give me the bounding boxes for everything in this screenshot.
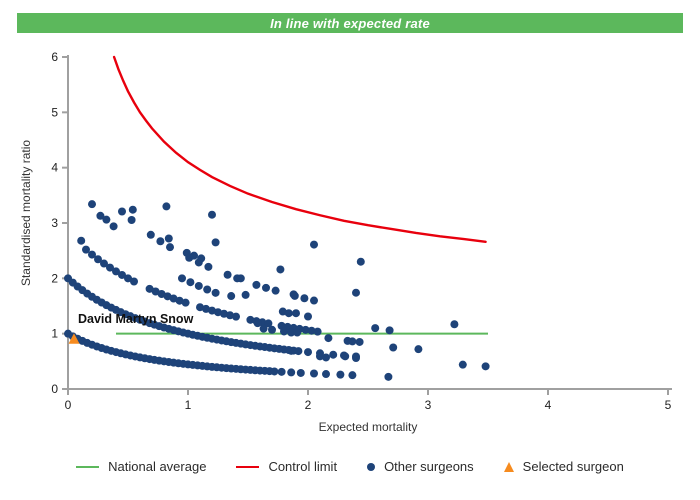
status-banner: In line with expected rate [17,13,683,33]
other-surgeons-points [64,200,490,381]
chart-legend: National average Control limit Other sur… [0,459,700,474]
y-axis-title: Standardised mortality ratio [19,140,33,286]
selected-surgeon-marker[interactable] [68,333,80,344]
x-axis-title: Expected mortality [319,420,418,434]
legend-label: Control limit [268,459,338,474]
x-tick-label: 0 [65,398,72,412]
y-tick-label: 1 [51,327,58,341]
y-tick-label: 3 [51,216,58,230]
x-tick-label: 1 [185,398,192,412]
y-tick-label: 6 [51,50,58,64]
legend-label: Selected surgeon [522,459,624,474]
x-tick-label: 3 [425,398,432,412]
control-limit-curve [112,55,487,244]
selected-surgeon-triangle-icon [503,461,514,472]
axes: 0 1 2 3 4 5 6 0 1 2 3 4 5 Expected mortality Standardi… [19,50,672,434]
x-tick-label: 4 [545,398,552,412]
legend-item-selected-surgeon[interactable]: Selected surgeon [503,459,624,474]
y-tick-label: 5 [51,105,58,119]
legend-item-control-limit[interactable]: Control limit [236,459,337,474]
legend-label: National average [108,459,207,474]
x-tick-label: 2 [305,398,312,412]
y-tick-label: 2 [51,271,58,285]
selected-surgeon-label: David Martyn Snow [78,312,194,326]
status-banner-title: In line with expected rate [270,15,430,31]
control-limit-line-icon [236,465,260,468]
mortality-funnel-chart: 0 1 2 3 4 5 6 0 1 2 3 4 5 Expected mortality Standardi… [19,50,672,434]
legend-label: Other surgeons [384,459,474,474]
x-tick-label: 5 [665,398,672,412]
surgeon-dot-icon [367,462,376,471]
legend-item-national-average[interactable]: National average [76,459,206,474]
y-tick-label: 4 [51,161,58,175]
national-average-line-icon [76,465,100,468]
legend-item-other-surgeons[interactable]: Other surgeons [367,459,474,474]
y-tick-label: 0 [51,382,58,396]
